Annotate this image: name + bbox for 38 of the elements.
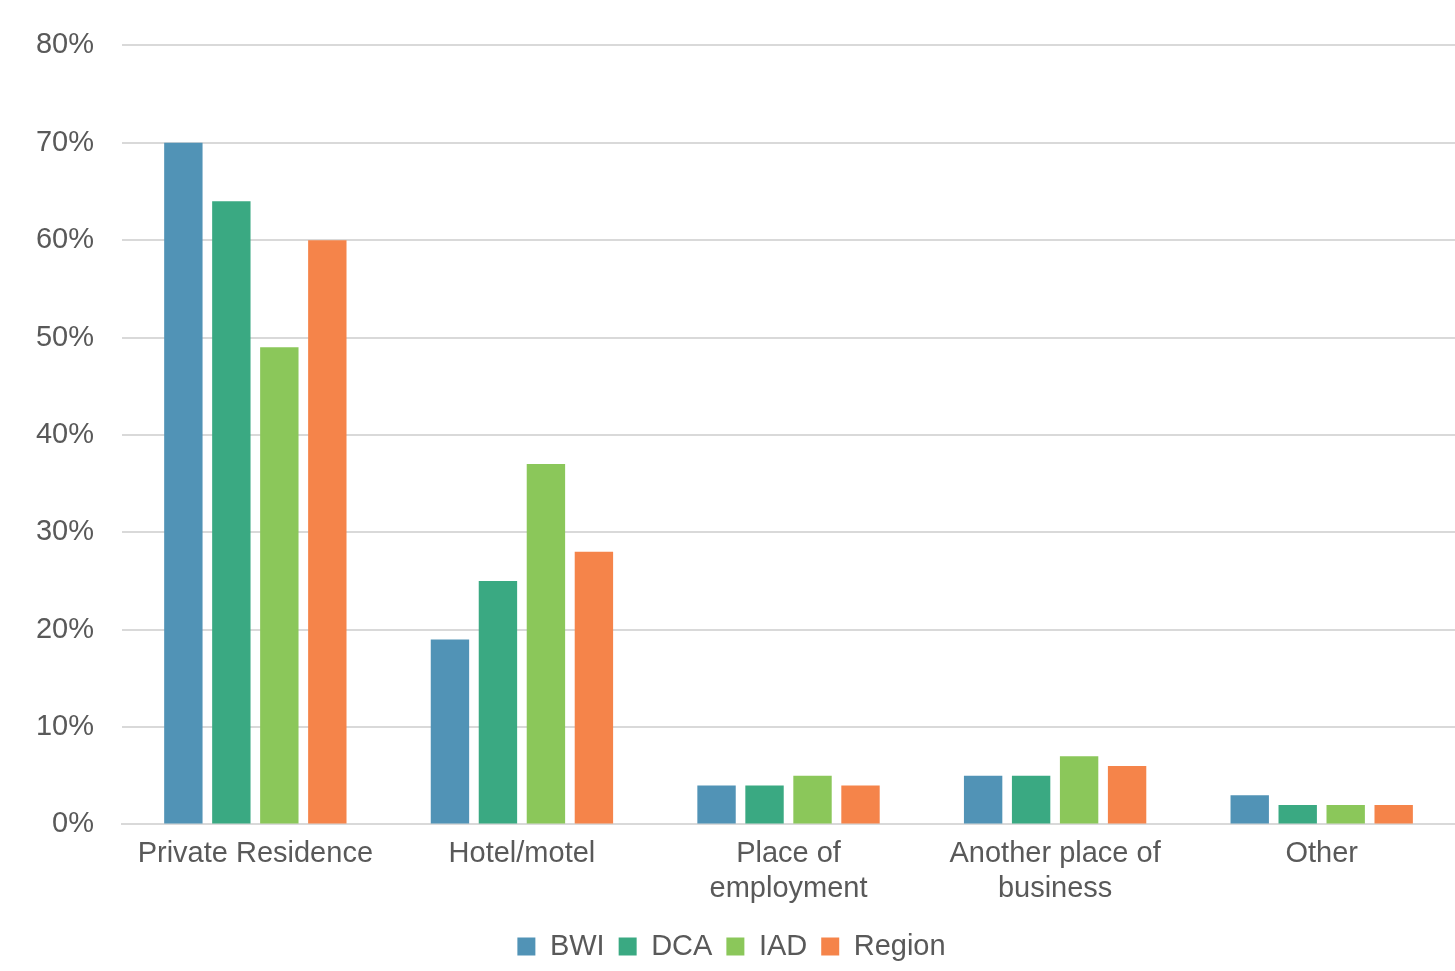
bar xyxy=(212,201,251,824)
legend-label: DCA xyxy=(651,928,714,961)
bar xyxy=(526,464,566,824)
bar xyxy=(430,639,470,824)
bar xyxy=(164,142,203,824)
bar xyxy=(260,347,299,824)
bar xyxy=(1326,804,1365,824)
bar xyxy=(793,775,832,824)
bar xyxy=(1230,795,1269,824)
x-tick-label: Other xyxy=(1285,835,1359,868)
bar xyxy=(574,551,614,824)
y-tick-label: 0% xyxy=(52,806,95,839)
y-tick-label: 40% xyxy=(36,416,95,449)
y-tick-label: 60% xyxy=(36,222,95,255)
y-tick-label: 20% xyxy=(36,611,95,644)
bar xyxy=(1278,804,1317,824)
bar xyxy=(1059,756,1099,824)
y-tick-label: 30% xyxy=(36,514,95,547)
bar xyxy=(1374,804,1413,824)
bar xyxy=(841,785,880,824)
y-tick-label: 50% xyxy=(36,319,95,352)
bar xyxy=(308,240,347,824)
bar xyxy=(963,775,1003,824)
bar xyxy=(478,580,518,824)
legend-label: Region xyxy=(853,928,946,961)
bar xyxy=(745,785,784,824)
x-tick-label: Private Residence xyxy=(137,835,374,868)
legend-label: BWI xyxy=(549,928,605,961)
y-tick-label: 10% xyxy=(36,709,95,742)
x-tick-label: Another place of business xyxy=(949,835,1162,903)
bar xyxy=(1011,775,1051,824)
y-tick-label: 80% xyxy=(36,27,95,60)
bar xyxy=(1107,765,1147,824)
x-tick-label: Place of employment xyxy=(709,835,868,903)
y-tick-label: 70% xyxy=(36,124,95,157)
legend-label: IAD xyxy=(758,928,808,961)
x-tick-label: Hotel/motel xyxy=(448,835,596,868)
bar xyxy=(697,785,736,824)
